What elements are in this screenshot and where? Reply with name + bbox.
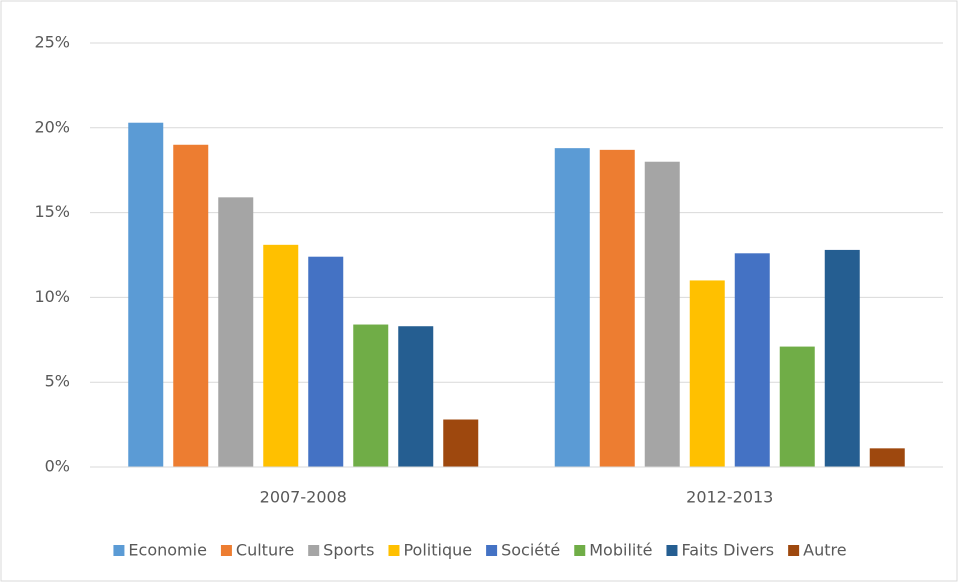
bar: [824, 249, 860, 467]
legend-label: Politique: [403, 541, 472, 560]
bar: [644, 161, 680, 467]
x-tick-label: 2012-2013: [686, 488, 773, 507]
y-tick-label: 15%: [34, 202, 70, 221]
legend-swatch: [388, 545, 400, 556]
bar: [353, 324, 389, 467]
bar: [128, 122, 164, 467]
y-tick-label: 25%: [34, 33, 70, 52]
legend-label: Sports: [323, 541, 374, 560]
y-tick-label: 5%: [45, 372, 70, 391]
x-tick-label: 2007-2008: [260, 488, 347, 507]
bar: [263, 244, 299, 467]
legend-label: Economie: [128, 541, 207, 560]
bar: [308, 256, 344, 467]
y-tick-label: 0%: [45, 457, 70, 476]
legend-label: Société: [501, 541, 560, 560]
bar: [779, 346, 815, 467]
legend-swatch: [220, 545, 232, 556]
legend-swatch: [486, 545, 498, 556]
legend-swatch: [666, 545, 678, 556]
legend-swatch: [574, 545, 586, 556]
legend-label: Culture: [236, 541, 294, 560]
legend-swatch: [788, 545, 800, 556]
y-tick-label: 10%: [34, 287, 70, 306]
legend-label: Autre: [803, 541, 846, 560]
bar: [218, 197, 254, 467]
bar: [734, 253, 770, 467]
bar: [554, 148, 590, 468]
legend-label: Faits Divers: [681, 541, 774, 560]
legend-swatch: [113, 545, 125, 556]
y-tick-label: 20%: [34, 117, 70, 136]
bar: [869, 448, 905, 467]
bar: [443, 419, 479, 467]
legend-label: Mobilité: [589, 541, 652, 560]
bar: [599, 149, 635, 467]
bar: [173, 144, 209, 467]
bar: [689, 280, 725, 467]
bar: [398, 326, 434, 467]
legend-swatch: [308, 545, 320, 556]
